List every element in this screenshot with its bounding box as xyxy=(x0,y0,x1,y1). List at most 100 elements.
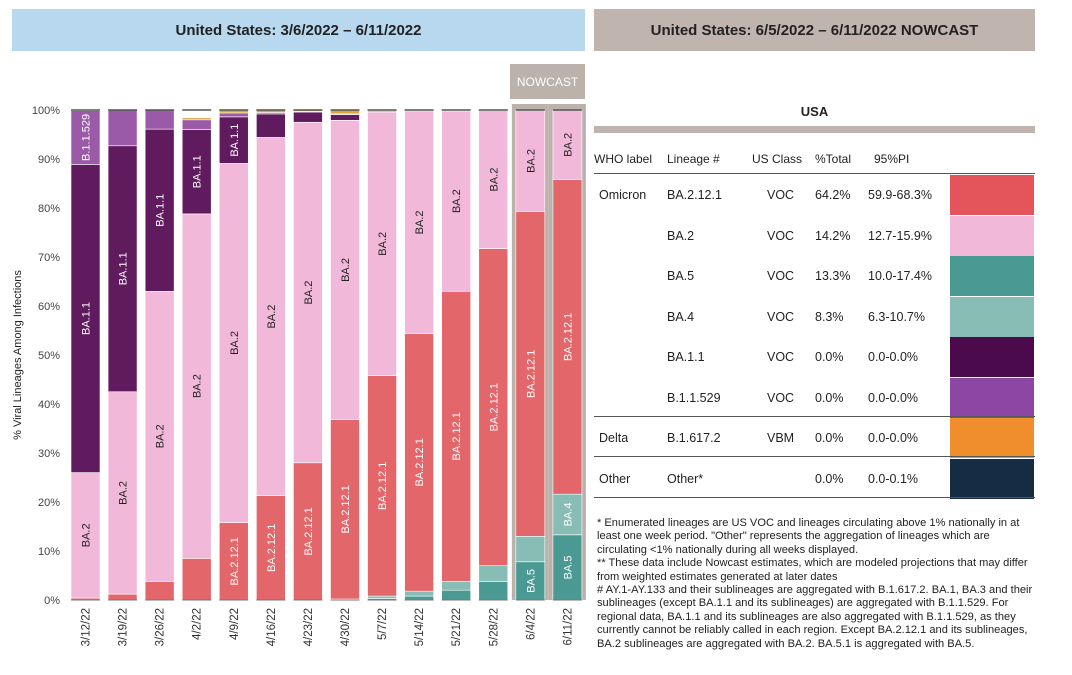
row-total: 14.2% xyxy=(815,228,851,243)
bar-segment xyxy=(107,391,138,595)
segment-label: BA.2 xyxy=(229,331,241,355)
bar-segment xyxy=(515,561,546,601)
row-us-class: VOC xyxy=(767,350,795,364)
segment-label: BA.2 xyxy=(192,374,204,398)
row-pi: 0.0-0.0% xyxy=(868,350,919,364)
row-us-class: VOC xyxy=(767,228,795,243)
row-color-swatch xyxy=(950,377,1034,418)
bar-segment xyxy=(107,593,138,601)
row-us-class: VOC xyxy=(767,309,795,324)
row-color-swatch xyxy=(950,337,1034,377)
x-tick-label: 3/19/22 xyxy=(118,608,130,646)
segment-label: BA.5 xyxy=(525,569,537,593)
bar-segment xyxy=(515,110,546,212)
table-column-header: WHO label xyxy=(594,152,653,166)
row-us-class: VBM xyxy=(767,431,795,445)
segment-label: BA.2 xyxy=(414,211,426,235)
footnote-3: # AY.1-AY.133 and their sublineages are … xyxy=(597,584,1033,650)
row-lineage: BA.2.12.1 xyxy=(667,188,722,202)
bar-segment xyxy=(181,558,212,601)
segment-label: BA.5 xyxy=(562,555,574,579)
segment-label: BA.2 xyxy=(377,232,389,256)
x-tick-label: 6/11/22 xyxy=(562,608,574,646)
bar-segment xyxy=(367,375,397,597)
bar-segment xyxy=(181,119,212,130)
row-lineage: B.1.617.2 xyxy=(667,431,721,445)
segment-label: BA.2 xyxy=(118,481,130,505)
bar-segment xyxy=(181,213,212,559)
bar-segment xyxy=(107,145,138,393)
x-tick-label: 5/28/22 xyxy=(488,608,500,646)
bar-segment xyxy=(367,111,397,376)
segment-label: BA.2 xyxy=(81,523,93,547)
y-tick-label: 80% xyxy=(38,203,60,215)
segment-label: BA.2.12.1 xyxy=(414,438,426,486)
table-column-header: 95%PI xyxy=(874,152,910,166)
bar-segment xyxy=(70,164,101,473)
nowcast-header: United States: 6/5/2022 – 6/11/2022 NOWC… xyxy=(594,9,1035,51)
segment-label: BA.2 xyxy=(562,133,574,157)
bar-segment xyxy=(404,333,434,592)
bar-segment xyxy=(367,595,397,599)
stacked-bar-chart: % Viral Lineages Among Infections 0% 10% 20… xyxy=(12,104,586,646)
y-tick-label: 0% xyxy=(44,595,60,607)
bar-segment xyxy=(552,179,583,495)
bar-segment xyxy=(515,535,546,563)
bar-segment xyxy=(441,581,472,591)
segment-label: BA.2 xyxy=(525,149,537,173)
bar-segment xyxy=(70,472,101,599)
row-color-swatch xyxy=(950,215,1034,256)
segment-label: BA.2.12.1 xyxy=(562,313,574,361)
y-tick-label: 10% xyxy=(38,546,60,558)
x-tick-label: 4/2/22 xyxy=(192,608,204,640)
segment-label: BA.2.12.1 xyxy=(451,412,463,460)
table-column-header: Lineage # xyxy=(667,152,720,166)
row-total: 13.3% xyxy=(815,269,851,283)
table-title: USA xyxy=(800,104,829,119)
y-axis-label: % Viral Lineages Among Infections xyxy=(12,270,24,440)
x-tick-label: 6/4/22 xyxy=(525,608,537,640)
row-us-class: VOC xyxy=(767,269,795,283)
x-tick-label: 3/12/22 xyxy=(81,608,93,646)
row-total: 0.0% xyxy=(815,350,844,364)
bar-segment xyxy=(293,121,323,464)
bar-segment xyxy=(144,109,175,130)
segment-label: BA.2 xyxy=(303,281,315,305)
y-tick-label: 70% xyxy=(38,252,60,264)
row-pi: 10.0-17.4% xyxy=(868,269,932,283)
bar-segment xyxy=(404,111,434,334)
x-tick-label: 5/7/22 xyxy=(377,608,389,640)
x-tick-label: 4/23/22 xyxy=(303,608,315,646)
chart-header: United States: 3/6/2022 – 6/11/2022 xyxy=(12,9,585,51)
row-lineage: BA.2 xyxy=(667,228,695,243)
nowcast-tag: NOWCAST xyxy=(510,64,585,99)
table-header-rule xyxy=(594,173,1035,174)
footnote-1: * Enumerated lineages are US VOC and lin… xyxy=(597,517,1020,556)
bar-segment xyxy=(293,462,323,601)
segment-label: BA.2.12.1 xyxy=(525,350,537,398)
bar-segment xyxy=(478,248,509,566)
row-lineage: Other* xyxy=(667,471,704,486)
footnotes: * Enumerated lineages are US VOC and lin… xyxy=(597,517,1037,651)
segment-label: BA.1.1 xyxy=(192,155,204,188)
segment-label: BA.2.12.1 xyxy=(266,524,278,572)
x-tick-label: 4/30/22 xyxy=(340,608,352,646)
bar-segment xyxy=(181,117,212,121)
row-pi: 0.0-0.0% xyxy=(868,390,919,405)
row-pi: 6.3-10.7% xyxy=(868,309,925,324)
segment-label: BA.2.12.1 xyxy=(303,507,315,555)
bar-segment xyxy=(330,114,360,121)
table-group-rule xyxy=(594,416,1035,417)
row-pi: 12.7-15.9% xyxy=(868,228,932,243)
segment-label: B.1.1.529 xyxy=(81,114,93,161)
row-pi: 0.0-0.1% xyxy=(868,471,919,486)
segment-label: BA.2.12.1 xyxy=(377,462,389,510)
y-tick-label: 90% xyxy=(38,154,60,166)
segment-label: BA.2 xyxy=(451,189,463,213)
nowcast-header-text: United States: 6/5/2022 – 6/11/2022 NOWC… xyxy=(650,21,979,39)
bar-segment xyxy=(552,109,583,180)
row-pi: 59.9-68.3% xyxy=(868,188,932,202)
bar-segment xyxy=(441,589,472,601)
y-tick-label: 50% xyxy=(38,350,60,362)
segment-label: BA.2.12.1 xyxy=(488,383,500,431)
